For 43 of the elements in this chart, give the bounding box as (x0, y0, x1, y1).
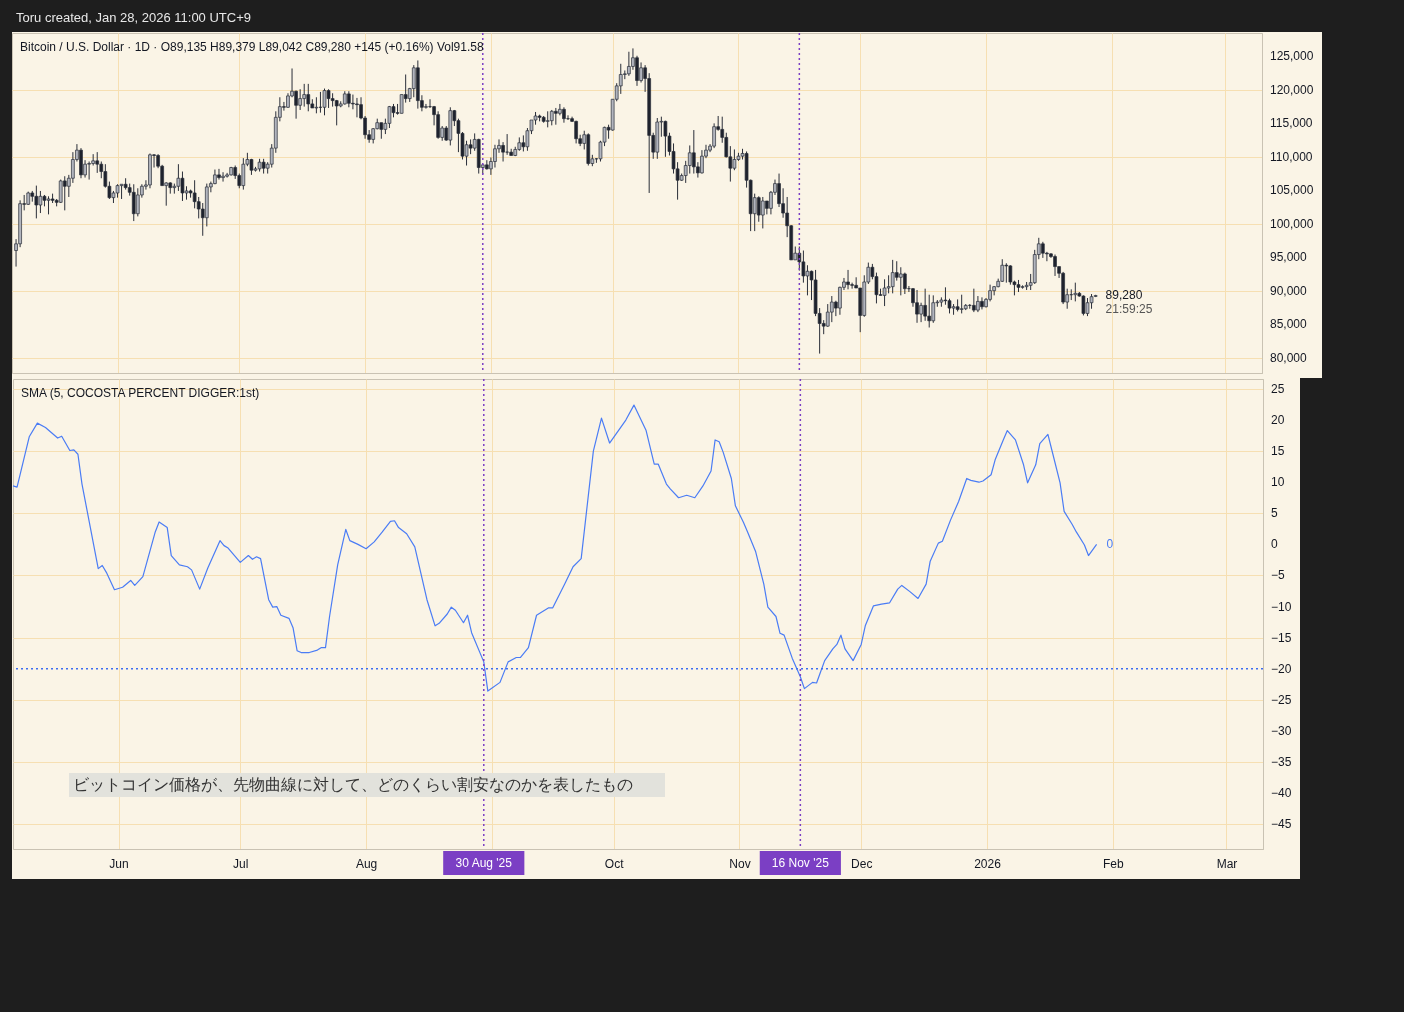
x-tick-label: Dec (851, 856, 873, 871)
y-tick-label: 15 (1271, 444, 1285, 459)
y-tick-label: 115,000 (1270, 116, 1313, 131)
y-tick-label: 25 (1271, 381, 1285, 396)
y-tick-label: −35 (1271, 754, 1292, 769)
y-tick-label: 0 (1271, 537, 1278, 552)
x-tick-label: Oct (604, 856, 625, 871)
ref-line-label: 30 Aug '25 (455, 856, 513, 870)
y-tick-label: 5 (1271, 506, 1278, 521)
y-tick-label: 110,000 (1270, 149, 1313, 164)
y-tick-label: −30 (1271, 723, 1292, 738)
x-tick-label: Nov (729, 856, 751, 871)
x-tick-label: Aug (355, 856, 378, 871)
y-tick-label: 90,000 (1270, 283, 1308, 298)
y-tick-label: 125,000 (1270, 49, 1314, 64)
y-tick-label: 105,000 (1270, 183, 1314, 198)
y-tick-label: 100,000 (1270, 216, 1314, 231)
annotation: ビットコイン価格が、先物曲線に対して、どのくらい割安なのかを表したもの (73, 776, 633, 793)
annotation: 89,280 (1105, 288, 1143, 303)
text: Bitcoin / U.S. Dollar · 1D · O89,135 H89,379 L89,042 C89,280 +145 (+0.16%) Vol91.58 (20, 40, 484, 54)
annotation: 0 (1106, 537, 1114, 552)
y-tick-label: −25 (1271, 692, 1292, 707)
y-tick-label: −45 (1271, 817, 1292, 832)
y-tick-label: −20 (1271, 661, 1292, 676)
y-tick-label: −5 (1271, 568, 1286, 583)
y-tick-label: 120,000 (1270, 82, 1314, 97)
text: SMA (5, COCOSTA PERCENT DIGGER:1st) (21, 386, 260, 400)
y-tick-label: 20 (1271, 413, 1285, 428)
y-tick-label: 10 (1271, 475, 1285, 490)
x-tick-label: Mar (1216, 856, 1238, 871)
annotation: 21:59:25 (1105, 302, 1153, 317)
y-tick-label: −10 (1271, 599, 1292, 614)
y-tick-label: 85,000 (1270, 317, 1308, 332)
y-tick-label: 80,000 (1270, 350, 1308, 365)
y-tick-label: −15 (1271, 630, 1292, 645)
y-tick-label: −40 (1271, 786, 1292, 801)
x-tick-label: 2026 (974, 856, 1002, 871)
text: Toru created, Jan 28, 2026 11:00 UTC+9 (15, 9, 252, 27)
x-tick-label: Feb (1102, 856, 1124, 871)
x-tick-label: Jun (109, 856, 129, 871)
y-tick-label: 95,000 (1270, 250, 1308, 265)
x-tick-label: Jul (233, 856, 249, 871)
ref-line-label: 16 Nov '25 (771, 856, 830, 870)
